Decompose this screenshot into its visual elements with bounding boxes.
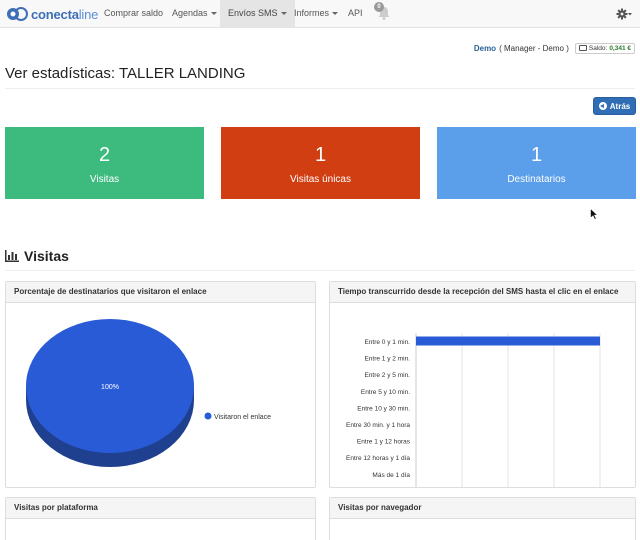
platform-panel: Visitas por plataforma — [5, 497, 316, 540]
panel-title: Visitas por navegador — [330, 498, 635, 519]
user-bar: Demo ( Manager - Demo ) Saldo: 0,341 € — [474, 42, 635, 54]
y-tick-label: Entre 12 horas y 1 día — [346, 455, 410, 462]
stat-destinatarios: 1 Destinatarios — [437, 127, 636, 199]
divider — [5, 88, 635, 89]
brand-logo[interactable]: conectaline — [6, 5, 98, 23]
top-navbar: conectaline Comprar saldo Agendas Envíos… — [0, 0, 640, 28]
nav-informes[interactable]: Informes — [286, 0, 346, 27]
back-button[interactable]: Atrás — [593, 97, 636, 115]
brand-name: conectaline — [31, 6, 99, 22]
legend-marker — [204, 412, 212, 420]
panel-title: Porcentaje de destinatarios que visitaro… — [6, 282, 315, 303]
user-role: ( Manager - Demo ) — [499, 43, 569, 53]
pie-chart-panel: Porcentaje de destinatarios que visitaro… — [5, 281, 316, 488]
notification-badge: 0 — [374, 2, 384, 12]
gear-icon[interactable] — [616, 7, 632, 21]
stat-visitas: 2 Visitas — [5, 127, 204, 199]
money-icon — [578, 45, 587, 51]
stat-label: Visitas únicas — [290, 174, 351, 185]
y-tick-label: Más de 1 día — [372, 472, 410, 479]
y-tick-label: Entre 2 y 5 min. — [364, 372, 410, 379]
stat-value: 2 — [98, 144, 111, 166]
y-tick-label: Entre 10 y 30 min. — [357, 405, 410, 412]
bar-chart: Entre 0 y 1 min. Entre 1 y 2 min. Entre 2 … — [346, 333, 601, 487]
pie-chart: 100% Visitaron el enlace — [26, 319, 271, 467]
stat-label: Visitas — [89, 174, 120, 185]
logo-icon — [7, 7, 28, 21]
bar-chart-panel: Tiempo transcurrido desde la recepción d… — [329, 281, 636, 488]
stat-value: 1 — [530, 144, 543, 166]
user-name-link[interactable]: Demo — [473, 43, 497, 53]
arrow-left-circle-icon — [598, 102, 607, 110]
pie-data-label: 100% — [101, 384, 119, 391]
panel-title: Visitas por plataforma — [6, 498, 315, 519]
stat-value: 1 — [314, 144, 327, 166]
bar[interactable] — [416, 336, 600, 346]
mouse-cursor-icon — [590, 208, 598, 220]
y-tick-label: Entre 1 y 12 horas — [357, 439, 411, 446]
divider — [5, 270, 635, 271]
nav-api[interactable]: API — [348, 8, 363, 18]
y-tick-label: Entre 1 y 2 min. — [364, 356, 410, 363]
y-tick-label: Entre 5 y 10 min. — [361, 389, 410, 396]
bar-chart-icon — [5, 250, 19, 262]
balance-badge: Saldo: 0,341 € — [574, 42, 635, 54]
nav-agendas[interactable]: Agendas — [164, 0, 225, 27]
nav-comprar-saldo[interactable]: Comprar saldo — [104, 8, 164, 18]
y-tick-label: Entre 0 y 1 min. — [364, 339, 410, 346]
section-title: Visitas — [5, 248, 69, 264]
nav-envios-sms[interactable]: Envíos SMS — [220, 0, 295, 27]
caret-down-icon — [280, 12, 287, 16]
pie-slice[interactable] — [26, 319, 194, 453]
stat-visitas-unicas: 1 Visitas únicas — [221, 127, 420, 199]
stat-label: Destinatarios — [507, 174, 566, 185]
y-tick-label: Entre 30 min. y 1 hora — [346, 422, 410, 429]
caret-down-icon — [210, 12, 217, 16]
page-title: Ver estadísticas: TALLER LANDING — [5, 65, 246, 82]
panel-title: Tiempo transcurrido desde la recepción d… — [330, 282, 635, 303]
caret-down-icon — [332, 12, 339, 16]
browser-panel: Visitas por navegador — [329, 497, 636, 540]
legend-label[interactable]: Visitaron el enlace — [214, 414, 271, 421]
